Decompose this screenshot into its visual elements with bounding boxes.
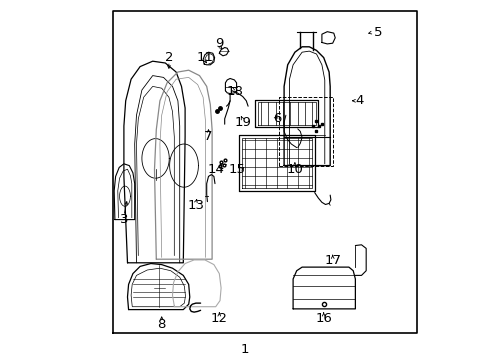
Text: 18: 18 <box>226 85 244 98</box>
Text: 6: 6 <box>272 112 281 125</box>
Text: 1: 1 <box>240 343 248 356</box>
Text: 15: 15 <box>228 163 245 176</box>
Text: 12: 12 <box>210 312 227 325</box>
Text: 7: 7 <box>204 130 212 143</box>
Text: 19: 19 <box>234 116 251 129</box>
Text: 9: 9 <box>215 37 223 50</box>
Text: 16: 16 <box>315 312 331 325</box>
Text: 5: 5 <box>373 26 381 39</box>
Text: 13: 13 <box>187 199 204 212</box>
Text: 10: 10 <box>286 163 303 176</box>
Text: 14: 14 <box>207 163 224 176</box>
Text: 11: 11 <box>196 51 213 64</box>
Text: 17: 17 <box>324 255 341 267</box>
Text: 3: 3 <box>120 213 128 226</box>
Text: 8: 8 <box>157 318 165 330</box>
Text: 2: 2 <box>164 51 173 64</box>
Text: 4: 4 <box>355 94 363 107</box>
